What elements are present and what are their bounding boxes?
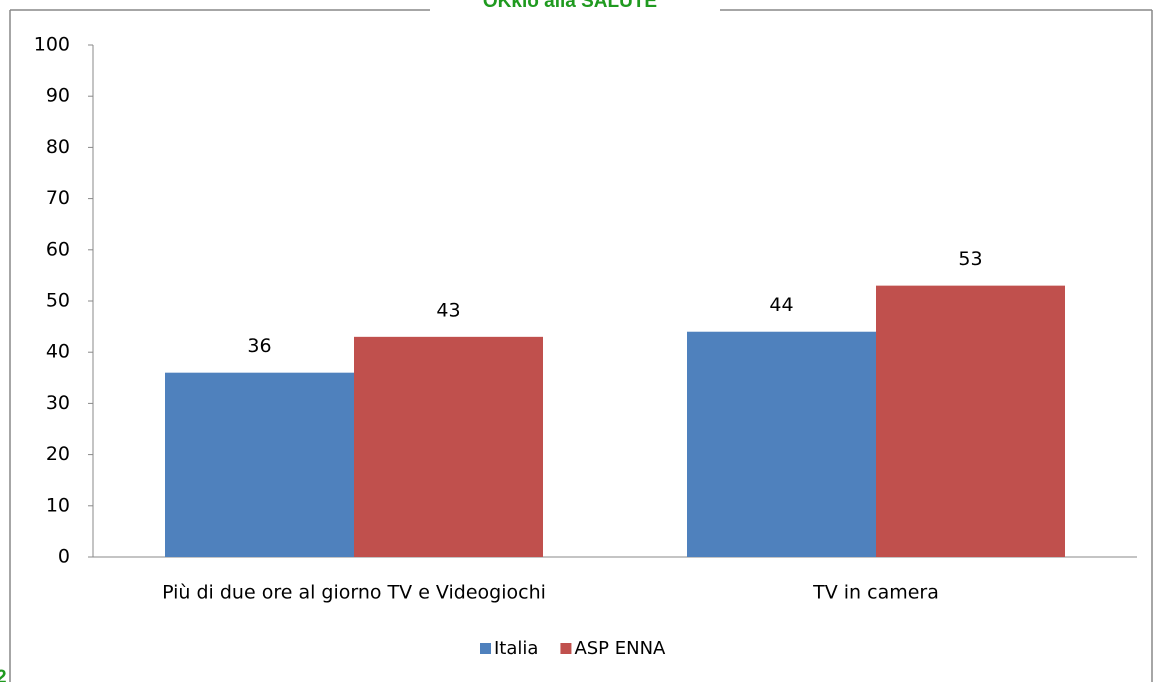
header: OKkio alla SALUTE bbox=[483, 0, 657, 12]
y-tick-label: 10 bbox=[46, 494, 70, 516]
legend-swatch bbox=[480, 643, 491, 654]
x-tick-label: Più di due ore al giorno TV e Videogioch… bbox=[162, 582, 546, 604]
bar bbox=[876, 285, 1065, 557]
bar bbox=[354, 336, 543, 557]
data-label: 43 bbox=[436, 299, 460, 321]
y-tick-label: 20 bbox=[46, 443, 70, 465]
y-tick-label: 60 bbox=[46, 238, 70, 260]
legend-label: Italia bbox=[494, 638, 538, 659]
y-tick-label: 30 bbox=[46, 392, 70, 414]
bar bbox=[165, 372, 354, 557]
data-label: 53 bbox=[958, 248, 982, 270]
title-bg bbox=[430, 0, 720, 14]
y-tick-label: 90 bbox=[46, 85, 70, 107]
data-label: 36 bbox=[247, 335, 271, 357]
x-tick-label: TV in camera bbox=[812, 582, 939, 604]
y-tick-label: 50 bbox=[46, 290, 70, 312]
data-label: 44 bbox=[769, 294, 793, 316]
legend-swatch bbox=[560, 643, 572, 654]
y-tick-label: 40 bbox=[46, 341, 70, 363]
legend-label: ASP ENNA bbox=[574, 638, 666, 659]
y-tick-label: 100 bbox=[34, 34, 70, 56]
page-number: 2 bbox=[0, 667, 7, 682]
y-tick-label: 80 bbox=[46, 136, 70, 158]
y-tick-label: 70 bbox=[46, 187, 70, 209]
y-tick-label: 0 bbox=[58, 546, 70, 568]
bar bbox=[687, 331, 876, 557]
